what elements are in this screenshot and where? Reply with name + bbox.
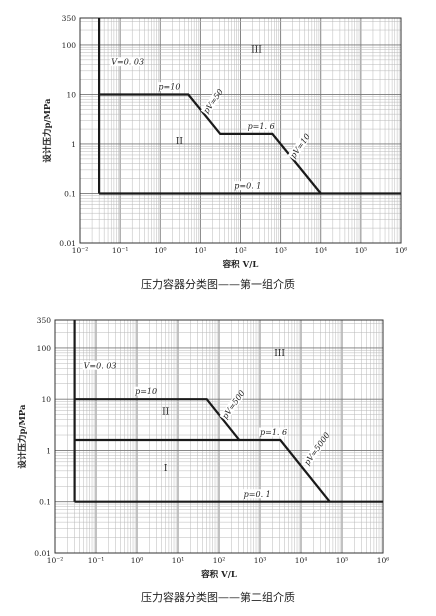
y-tick-label: 100 xyxy=(37,344,52,353)
region-label: II xyxy=(162,408,170,418)
chart-panel-1: 10⁻² 10⁻¹ 10⁰ 10¹ 10² 10³ 10⁴ 10⁵ 10⁶ 0.01 0.1 1 10 1… xyxy=(42,14,407,291)
x-tick-label: 10⁴ xyxy=(314,246,327,255)
x-tick-label: 10⁴ xyxy=(295,556,308,565)
annotation-background xyxy=(200,91,222,116)
y-tick-label: 10 xyxy=(66,90,76,99)
region-label: III xyxy=(274,349,285,359)
grid xyxy=(54,320,383,554)
plot-frame xyxy=(79,17,402,244)
y-tick-label: 10 xyxy=(41,395,51,404)
boundary-annotation: V=0. 03 xyxy=(111,58,144,67)
x-tick-label: 10⁶ xyxy=(395,246,408,255)
x-tick-label: 10⁰ xyxy=(131,556,144,565)
y-tick-label: 100 xyxy=(62,41,77,50)
grid xyxy=(79,18,401,244)
x-tick-label: 10⁻² xyxy=(47,556,64,565)
y-tick-label: 350 xyxy=(62,14,77,23)
x-tick-label: 10³ xyxy=(254,556,267,565)
x-tick-label: 10² xyxy=(234,246,247,255)
annotation-background xyxy=(259,427,287,437)
y-tick-label: 0.01 xyxy=(59,239,76,248)
plot-frame xyxy=(54,319,384,554)
x-tick-label: 10² xyxy=(213,556,226,565)
annotation-background xyxy=(287,136,309,161)
x-tick-label: 10⁻¹ xyxy=(88,556,105,565)
region-label: I xyxy=(164,464,168,474)
y-tick-label: 1 xyxy=(46,446,51,455)
boundary-annotation: V=0. 03 xyxy=(84,361,117,370)
boundary-annotation: p=1. 6 xyxy=(260,428,287,437)
boundary-annotation: p=10 xyxy=(135,387,157,396)
annotation-background xyxy=(242,489,271,499)
boundary-annotation: pV=500 xyxy=(220,389,246,421)
y-tick-label: 1 xyxy=(71,140,76,149)
annotation-background xyxy=(246,121,275,131)
boundary-annotation: p=1. 6 xyxy=(248,122,275,131)
annotation-background xyxy=(134,386,153,396)
x-tick-label: 10⁻² xyxy=(72,246,89,255)
x-tick-label: 10⁰ xyxy=(154,246,167,255)
boundary-line xyxy=(99,93,322,195)
y-axis-label: 设计压力p/MPa xyxy=(17,404,28,469)
x-tick-label: 10⁶ xyxy=(377,556,390,565)
x-tick-label: 10³ xyxy=(274,246,287,255)
annotation-background xyxy=(219,393,243,422)
x-tick-label: 10⁻¹ xyxy=(112,246,129,255)
boundary-annotation: p=0. 1 xyxy=(234,182,261,191)
region-label: II xyxy=(176,137,184,147)
boundary-annotation: p=0. 1 xyxy=(244,490,271,499)
x-axis-label: 容积 V/L xyxy=(222,259,259,270)
x-tick-label: 10⁵ xyxy=(336,556,349,565)
chart-caption: 压力容器分类图——第一组介质 xyxy=(141,277,295,291)
x-tick-label: 10¹ xyxy=(194,246,207,255)
annotation-background xyxy=(233,181,261,191)
boundary-annotation: p=10 xyxy=(158,83,180,92)
y-axis-label: 设计压力p/MPa xyxy=(42,98,53,163)
chart-panel-2: 10⁻² 10⁻¹ 10⁰ 10¹ 10² 10³ 10⁴ 10⁵ 10⁶ 0.01 0.1 1 10 1… xyxy=(17,316,389,604)
y-tick-label: 0.01 xyxy=(34,549,51,558)
x-tick-label: 10⁵ xyxy=(355,246,368,255)
chart-caption: 压力容器分类图——第二组介质 xyxy=(141,590,295,604)
y-tick-label: 0.1 xyxy=(64,189,76,198)
annotation-background xyxy=(110,57,143,67)
boundary-annotation: pV=50 xyxy=(202,87,225,115)
annotation-background xyxy=(82,360,115,370)
x-axis-label: 容积 V/L xyxy=(200,569,237,580)
region-label: III xyxy=(251,46,262,56)
x-tick-label: 10¹ xyxy=(172,556,185,565)
y-tick-label: 350 xyxy=(37,316,52,325)
y-tick-label: 0.1 xyxy=(39,498,51,507)
annotation-background xyxy=(157,82,176,92)
annotation-background xyxy=(301,436,328,468)
